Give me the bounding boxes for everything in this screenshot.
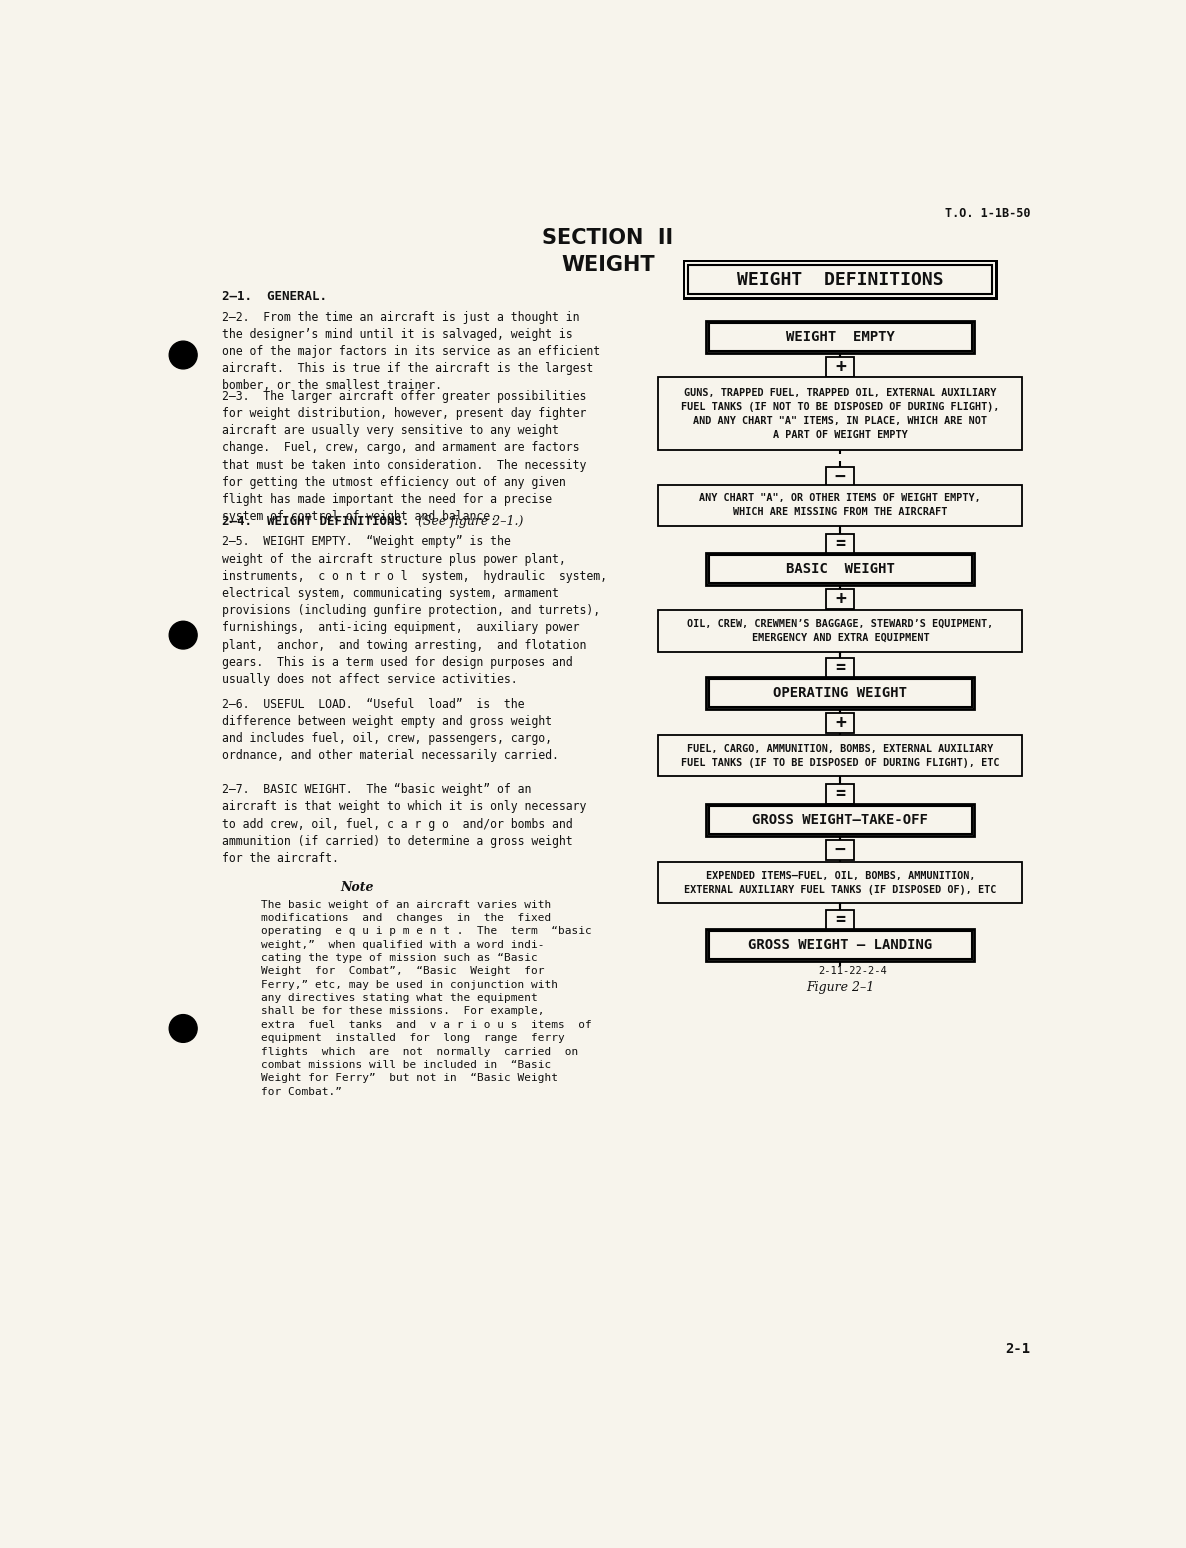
Text: 2–4.  WEIGHT DEFINITIONS.: 2–4. WEIGHT DEFINITIONS. xyxy=(222,515,409,528)
Text: 2–3.  The larger aircraft offer greater possibilities
for weight distribution, h: 2–3. The larger aircraft offer greater p… xyxy=(222,390,586,523)
Text: EXPENDED ITEMS—FUEL, OIL, BOMBS, AMMUNITION,
EXTERNAL AUXILIARY FUEL TANKS (IF D: EXPENDED ITEMS—FUEL, OIL, BOMBS, AMMUNIT… xyxy=(684,870,996,895)
Bar xyxy=(827,590,854,610)
Bar xyxy=(658,378,1022,450)
Bar xyxy=(706,553,975,585)
Bar xyxy=(827,910,854,930)
Bar xyxy=(658,485,1022,526)
Text: WEIGHT  EMPTY: WEIGHT EMPTY xyxy=(786,330,894,344)
Bar xyxy=(658,610,1022,652)
Bar xyxy=(706,803,975,836)
Bar xyxy=(708,930,973,958)
Text: =: = xyxy=(835,910,846,929)
Bar xyxy=(708,324,973,350)
Bar xyxy=(686,262,995,297)
Text: WEIGHT  DEFINITIONS: WEIGHT DEFINITIONS xyxy=(737,271,944,288)
Bar xyxy=(827,841,854,861)
Text: 2–7.  BASIC WEIGHT.  The “basic weight” of an
aircraft is that weight to which i: 2–7. BASIC WEIGHT. The “basic weight” of… xyxy=(222,783,586,865)
Bar xyxy=(658,735,1022,777)
Text: OIL, CREW, CREWMEN’S BAGGAGE, STEWARD’S EQUIPMENT,
EMERGENCY AND EXTRA EQUIPMENT: OIL, CREW, CREWMEN’S BAGGAGE, STEWARD’S … xyxy=(687,619,994,642)
Text: 2–2.  From the time an aircraft is just a thought in
the designer’s mind until i: 2–2. From the time an aircraft is just a… xyxy=(222,311,600,392)
Text: ANY CHART "A", OR OTHER ITEMS OF WEIGHT EMPTY,
WHICH ARE MISSING FROM THE AIRCRA: ANY CHART "A", OR OTHER ITEMS OF WEIGHT … xyxy=(700,494,981,517)
Text: 2–5.  WEIGHT EMPTY.  “Weight empty” is the
weight of the aircraft structure plus: 2–5. WEIGHT EMPTY. “Weight empty” is the… xyxy=(222,536,607,686)
Text: Figure 2–1: Figure 2–1 xyxy=(806,981,874,994)
Bar xyxy=(706,929,975,961)
Text: =: = xyxy=(835,785,846,803)
Text: 2–1.  GENERAL.: 2–1. GENERAL. xyxy=(222,289,327,303)
Text: GROSS WEIGHT—TAKE-OFF: GROSS WEIGHT—TAKE-OFF xyxy=(752,813,929,827)
Text: (See figure 2–1.): (See figure 2–1.) xyxy=(410,515,523,528)
Circle shape xyxy=(170,341,197,368)
Text: 2-11-22-2-4: 2-11-22-2-4 xyxy=(818,966,887,975)
Text: GUNS, TRAPPED FUEL, TRAPPED OIL, EXTERNAL AUXILIARY
FUEL TANKS (IF NOT TO BE DIS: GUNS, TRAPPED FUEL, TRAPPED OIL, EXTERNA… xyxy=(681,387,1000,440)
Text: GROSS WEIGHT — LANDING: GROSS WEIGHT — LANDING xyxy=(748,938,932,952)
Text: +: + xyxy=(835,358,846,376)
Bar xyxy=(708,807,973,834)
Text: −: − xyxy=(835,841,846,859)
Text: FUEL, CARGO, AMMUNITION, BOMBS, EXTERNAL AUXILIARY
FUEL TANKS (IF TO BE DISPOSED: FUEL, CARGO, AMMUNITION, BOMBS, EXTERNAL… xyxy=(681,743,1000,768)
Bar xyxy=(658,862,1022,904)
Bar xyxy=(827,534,854,554)
Text: Note: Note xyxy=(340,881,375,895)
Bar xyxy=(827,658,854,678)
Text: OPERATING WEIGHT: OPERATING WEIGHT xyxy=(773,686,907,700)
Text: 2–6.  USEFUL  LOAD.  “Useful  load”  is  the
difference between weight empty and: 2–6. USEFUL LOAD. “Useful load” is the d… xyxy=(222,698,559,763)
Text: +: + xyxy=(835,714,846,732)
Text: +: + xyxy=(835,590,846,608)
Text: T.O. 1-1B-50: T.O. 1-1B-50 xyxy=(945,207,1031,220)
Circle shape xyxy=(170,1014,197,1042)
Bar xyxy=(827,467,854,486)
Circle shape xyxy=(170,621,197,649)
Bar xyxy=(708,556,973,584)
Bar xyxy=(827,356,854,376)
Text: −: − xyxy=(835,467,846,486)
Bar xyxy=(688,265,993,294)
Bar xyxy=(827,714,854,734)
Text: BASIC  WEIGHT: BASIC WEIGHT xyxy=(786,562,894,576)
Text: =: = xyxy=(835,659,846,676)
Bar xyxy=(708,680,973,707)
Text: The basic weight of an aircraft varies with
modifications  and  changes  in  the: The basic weight of an aircraft varies w… xyxy=(261,899,592,1096)
Bar xyxy=(827,783,854,803)
Text: WEIGHT: WEIGHT xyxy=(561,255,655,276)
Bar xyxy=(706,320,975,353)
Text: 2-1: 2-1 xyxy=(1005,1342,1031,1356)
Text: SECTION  II: SECTION II xyxy=(542,228,674,248)
Text: =: = xyxy=(835,534,846,553)
Bar xyxy=(683,260,997,300)
Bar xyxy=(706,676,975,709)
